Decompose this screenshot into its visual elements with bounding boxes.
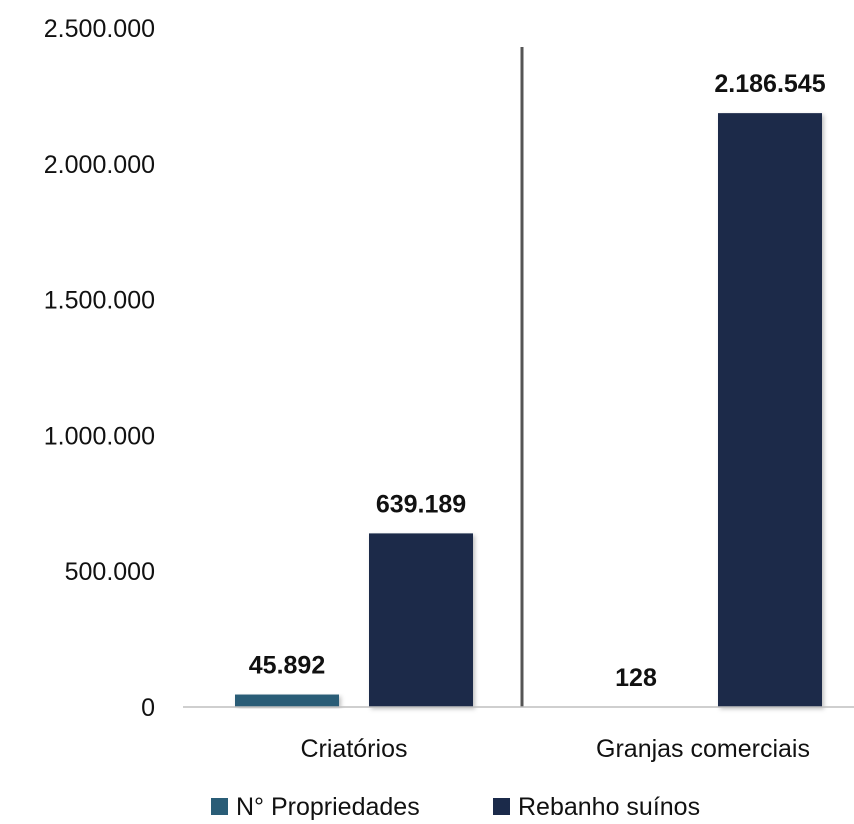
y-tick-label: 1.000.000: [44, 422, 155, 450]
data-label: 45.892: [249, 652, 325, 680]
data-label: 128: [615, 664, 657, 692]
data-labels: 45.892 128 639.189 2.186.545: [249, 70, 826, 692]
y-tick-label: 1.500.000: [44, 287, 155, 315]
bar-rebanho-0: [369, 533, 473, 707]
x-category-label: Granjas comerciais: [596, 735, 810, 763]
legend-swatch: [493, 798, 510, 815]
y-tick-label: 500.000: [65, 558, 155, 586]
category-labels: Criatórios Granjas comerciais: [301, 735, 810, 763]
y-tick-label: 2.000.000: [44, 151, 155, 179]
legend-swatch: [211, 798, 228, 815]
bar-propriedades-0: [235, 694, 339, 707]
bars: [235, 113, 822, 707]
bar-rebanho-1: [718, 113, 822, 707]
data-label: 639.189: [376, 490, 466, 518]
legend: N° Propriedades Rebanho suínos: [211, 793, 700, 821]
x-category-label: Criatórios: [301, 735, 408, 763]
legend-label: Rebanho suínos: [518, 793, 700, 821]
legend-label: N° Propriedades: [236, 793, 420, 821]
y-tick-label: 2.500.000: [44, 15, 155, 43]
y-tick-label: 0: [141, 694, 155, 722]
data-label: 2.186.545: [714, 70, 825, 98]
y-axis: 0 500.000 1.000.000 1.500.000 2.000.000 2.500…: [44, 15, 155, 722]
